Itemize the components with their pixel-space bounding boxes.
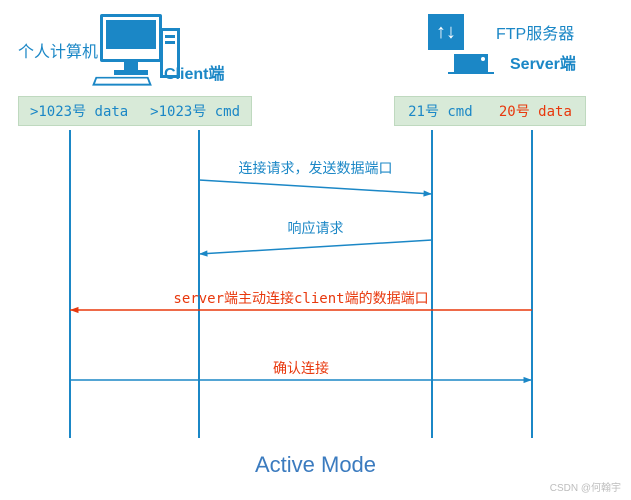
watermark: CSDN @何翰宇 — [550, 479, 621, 494]
arrow-label: 确认连接 — [151, 358, 451, 378]
port-box: >1023号 data >1023号 cmd — [18, 96, 252, 126]
sequence-arrows — [0, 0, 631, 500]
lifeline-server-data — [531, 130, 533, 438]
client-cmd-port: >1023号 cmd — [150, 101, 240, 121]
client-role-label: Client端 — [164, 60, 224, 84]
port-box: 21号 cmd 20号 data — [394, 96, 586, 126]
monitor-icon — [100, 14, 162, 62]
client-name-label: 个人计算机 — [18, 38, 98, 62]
transfer-icon: ↑↓ — [428, 14, 464, 50]
keyboard-icon — [92, 77, 152, 86]
arrow-label: 连接请求，发送数据端口 — [166, 158, 466, 178]
arrow-label: server端主动连接client端的数据端口 — [151, 288, 451, 308]
server-cmd-port: 21号 cmd — [408, 101, 473, 121]
diagram-title: Active Mode — [0, 452, 631, 478]
lifeline-client-data — [69, 130, 71, 438]
server-name-label: FTP服务器 — [496, 20, 574, 44]
client-data-port: >1023号 data — [30, 101, 128, 121]
server-icon: ↑↓ — [428, 14, 490, 84]
server-data-port: 20号 data — [499, 101, 572, 121]
arrow-label: 响应请求 — [166, 218, 466, 238]
server-role-label: Server端 — [510, 50, 576, 74]
server-rack-icon — [454, 54, 488, 72]
